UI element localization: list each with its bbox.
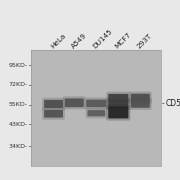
FancyBboxPatch shape xyxy=(106,98,130,110)
FancyBboxPatch shape xyxy=(42,98,65,110)
Text: MCF7: MCF7 xyxy=(114,31,132,50)
FancyBboxPatch shape xyxy=(44,110,63,118)
FancyBboxPatch shape xyxy=(108,107,129,118)
FancyBboxPatch shape xyxy=(63,96,86,109)
FancyBboxPatch shape xyxy=(44,100,63,108)
FancyBboxPatch shape xyxy=(86,108,107,118)
FancyBboxPatch shape xyxy=(42,108,65,120)
FancyBboxPatch shape xyxy=(108,94,129,101)
FancyBboxPatch shape xyxy=(86,100,106,107)
FancyBboxPatch shape xyxy=(129,98,152,110)
FancyBboxPatch shape xyxy=(131,94,150,102)
Text: 43KD-: 43KD- xyxy=(9,122,28,127)
FancyBboxPatch shape xyxy=(106,92,130,103)
FancyBboxPatch shape xyxy=(108,100,129,108)
Text: DU145: DU145 xyxy=(92,28,114,50)
Text: A549: A549 xyxy=(70,32,88,50)
FancyBboxPatch shape xyxy=(87,110,105,116)
Text: 55KD-: 55KD- xyxy=(9,102,28,107)
FancyBboxPatch shape xyxy=(84,97,108,109)
FancyBboxPatch shape xyxy=(129,91,152,104)
FancyBboxPatch shape xyxy=(65,98,84,107)
FancyBboxPatch shape xyxy=(131,100,150,108)
Text: 95KD-: 95KD- xyxy=(9,63,28,68)
Text: 293T: 293T xyxy=(136,32,153,50)
Text: -: - xyxy=(162,100,165,109)
Text: HeLa: HeLa xyxy=(49,32,67,50)
Text: CD55: CD55 xyxy=(166,100,180,109)
Text: 34KD-: 34KD- xyxy=(9,143,28,148)
Text: 72KD-: 72KD- xyxy=(9,82,28,87)
FancyBboxPatch shape xyxy=(106,105,130,121)
